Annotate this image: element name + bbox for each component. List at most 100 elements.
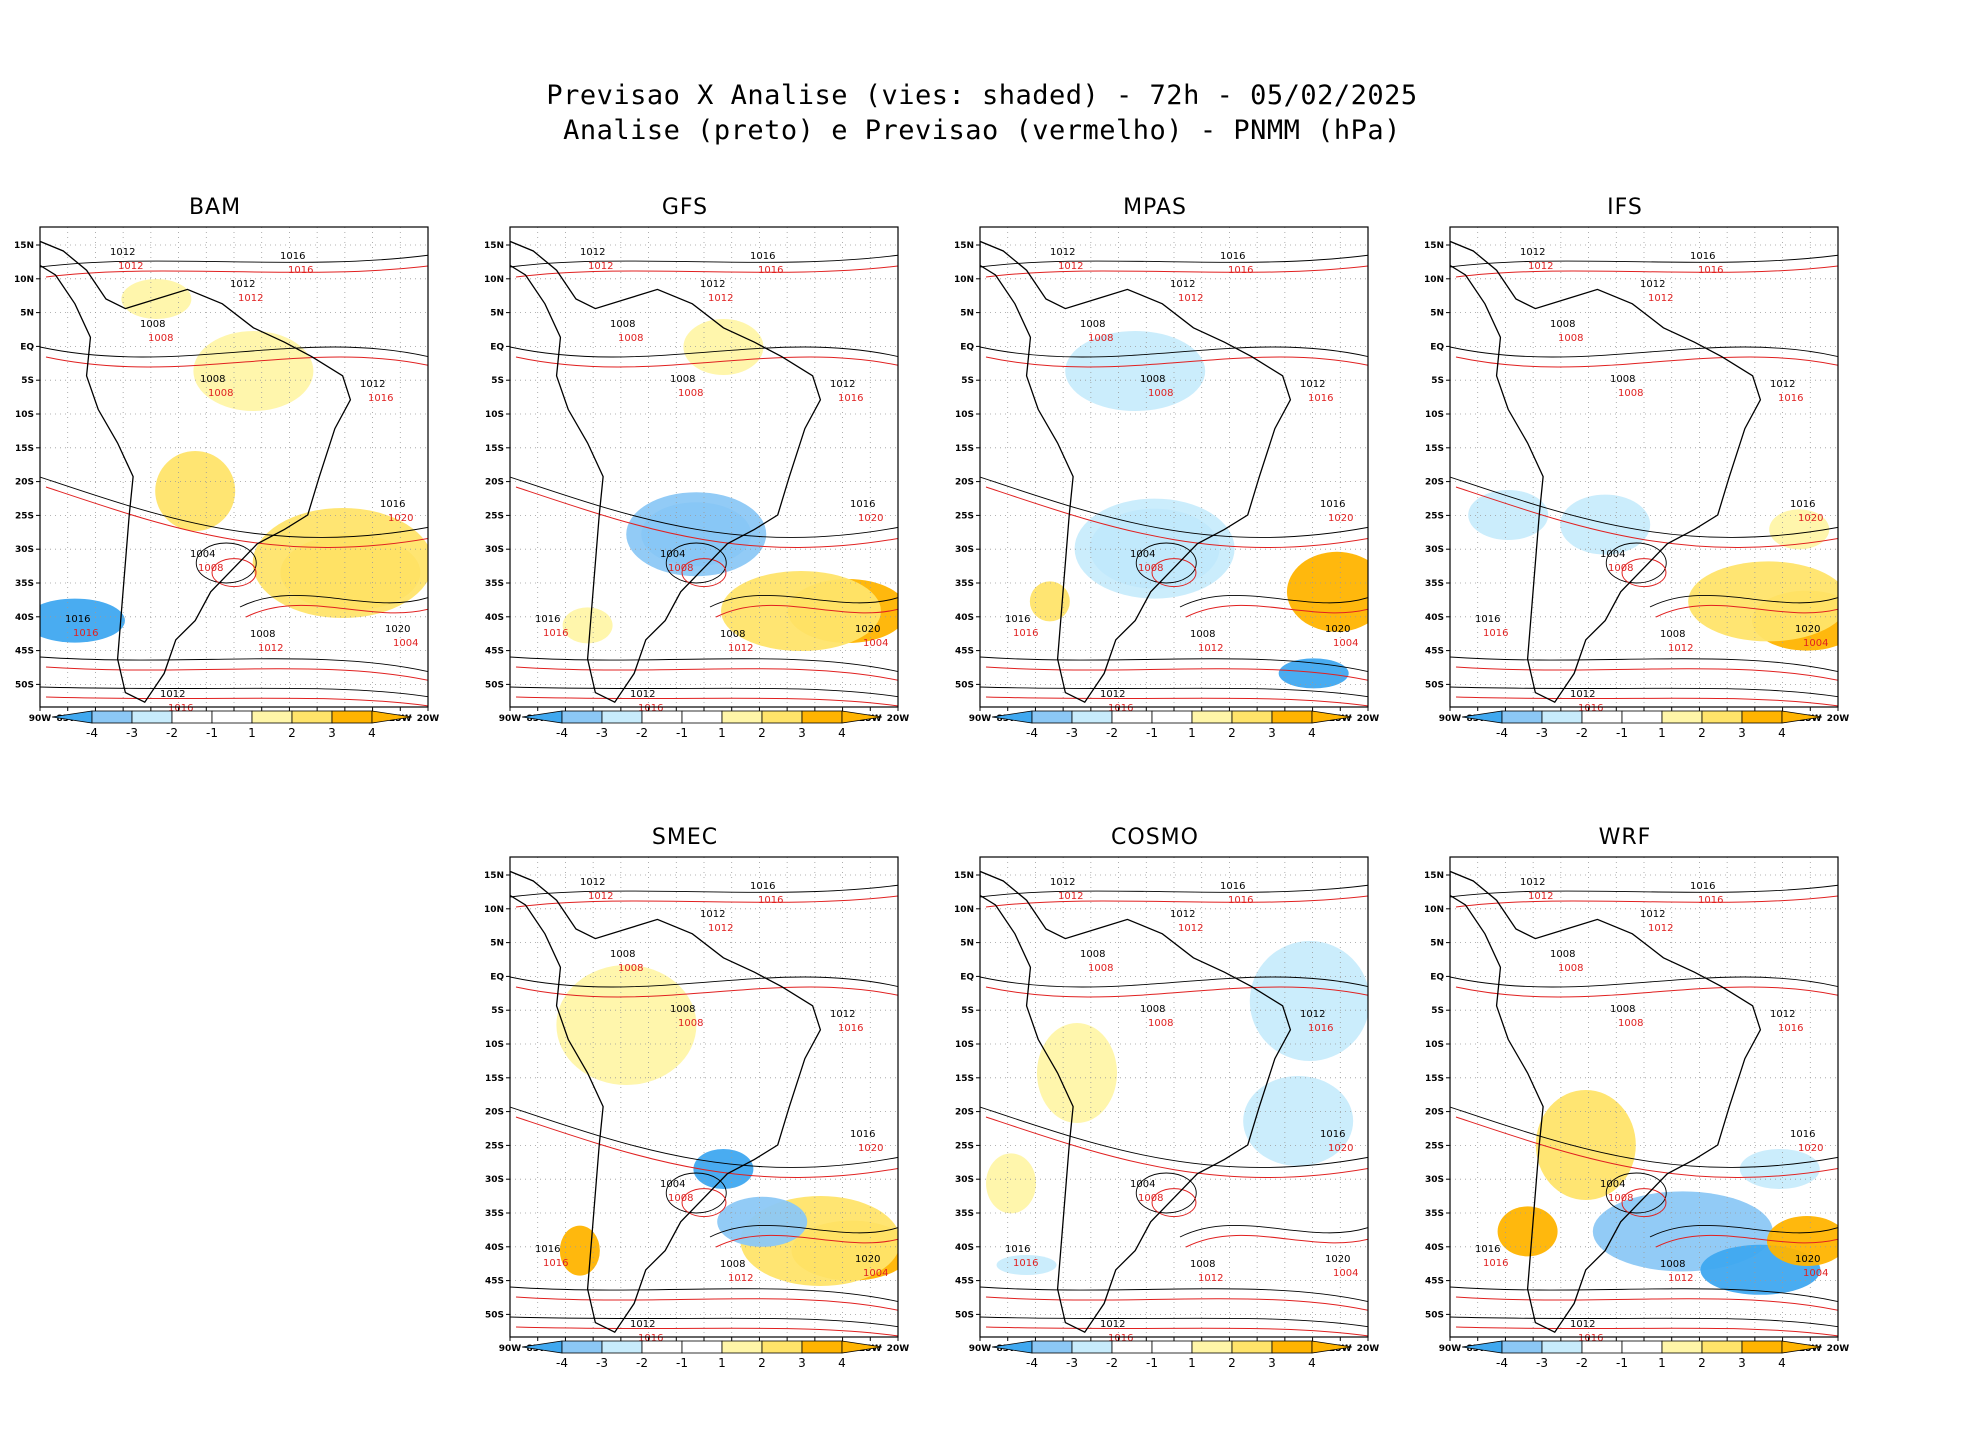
colorbar-label: 1	[248, 726, 256, 740]
lat-tick-label: 30S	[955, 545, 974, 555]
analysis-isobar-label: 1016	[750, 881, 775, 892]
colorbar: -4 -3 -2 -1 1 2 3 4	[51, 710, 413, 740]
forecast-isobar-label: 1020	[1328, 1143, 1353, 1154]
colorbar-label: -4	[1496, 726, 1508, 740]
colorbar-label: 4	[1778, 1356, 1786, 1370]
forecast-isobar-label: 1012	[588, 261, 613, 272]
forecast-isobar-label: 1012	[1058, 261, 1083, 272]
lat-tick-label: EQ	[490, 342, 504, 352]
forecast-isobar-label: 1012	[1528, 261, 1553, 272]
analysis-isobar-label: 1008	[200, 374, 225, 385]
colorbar-label: 2	[1698, 726, 1706, 740]
colorbar-segment	[1741, 710, 1783, 724]
panel-title: IFS	[1607, 195, 1643, 220]
bias-area	[193, 331, 314, 411]
lat-tick-label: 25S	[1425, 1141, 1444, 1151]
colorbar-segment	[991, 710, 1033, 724]
analysis-isobar-label: 1008	[610, 949, 635, 960]
colorbar-label: 2	[758, 726, 766, 740]
forecast-isobars	[515, 265, 898, 707]
forecast-isobar-label: 1008	[148, 333, 173, 344]
coastline	[1450, 240, 1762, 704]
lon-tick-label: 90W	[1439, 714, 1462, 724]
forecast-isobar-label: 1012	[728, 1273, 753, 1284]
colorbar-label: -3	[1066, 1356, 1078, 1370]
lat-tick-label: 25S	[955, 1141, 974, 1151]
lat-tick-label: 50S	[1425, 1310, 1444, 1320]
analysis-isobar-label: 1004	[1600, 1179, 1625, 1190]
lat-tick-label: 10S	[1425, 1040, 1444, 1050]
bias-map: 1012 1012 1016 1016 1012 1012 1008 1008 1008 1008…	[954, 226, 1379, 724]
analysis-isobar-label: 1016	[65, 614, 90, 625]
colorbar: -4 -3 -2 -1 1 2 3 4	[991, 1340, 1353, 1370]
analysis-isobar-label: 1012	[230, 279, 255, 290]
analysis-isobar-label: 1008	[1660, 629, 1685, 640]
lat-tick-label: 5N	[20, 309, 34, 319]
forecast-isobar-label: 1012	[1668, 643, 1693, 654]
colorbar-segment	[1621, 710, 1663, 724]
analysis-isobar-label: 1012	[1100, 1319, 1125, 1330]
lat-tick-label: 15N	[954, 241, 974, 251]
lat-tick-label: 35S	[15, 579, 34, 589]
lat-tick-label: EQ	[1430, 342, 1444, 352]
forecast-isobar-label: 1016	[1308, 1023, 1333, 1034]
colorbar-segment	[1661, 1340, 1703, 1354]
forecast-isobar-label: 1004	[393, 638, 418, 649]
bias-map: 1012 1012 1016 1016 1012 1012 1008 1008 1008 1008…	[1424, 856, 1849, 1354]
bias-area	[693, 1149, 754, 1189]
panel-gfs: GFS 1012 1012 1016 1016 1012 1012 1008 1008 1008 1…	[470, 195, 909, 755]
lat-tick-label: 35S	[955, 1209, 974, 1219]
forecast-isobar-label: 1016	[758, 265, 783, 276]
colorbar-label: -2	[636, 1356, 648, 1370]
forecast-isobar-label: 1008	[678, 1018, 703, 1029]
lat-tick-label: 15N	[954, 871, 974, 881]
colorbar-segment	[761, 710, 803, 724]
colorbar-label: 2	[1228, 726, 1236, 740]
forecast-isobar-label: 1016	[1228, 895, 1253, 906]
lat-tick-label: 45S	[955, 1277, 974, 1287]
analysis-isobars	[980, 254, 1368, 698]
forecast-isobar-label: 1012	[1178, 293, 1203, 304]
lon-tick-label: 90W	[969, 1344, 992, 1354]
analysis-isobar-label: 1020	[1795, 1254, 1820, 1265]
colorbar-segment	[1461, 710, 1503, 724]
analysis-isobar-label: 1008	[720, 629, 745, 640]
bias-area	[1560, 494, 1651, 555]
analysis-isobar-label: 1016	[1790, 499, 1815, 510]
colorbar-segment	[291, 710, 333, 724]
bias-area	[40, 598, 125, 643]
colorbar-label: -1	[1146, 726, 1158, 740]
colorbar-segment	[1111, 1340, 1153, 1354]
bias-area	[1739, 1149, 1820, 1189]
coastline	[510, 240, 822, 704]
colorbar-segment	[761, 1340, 803, 1354]
colorbar-segment	[1031, 1340, 1073, 1354]
coastline	[40, 240, 352, 704]
colorbar-segment	[1231, 1340, 1273, 1354]
lat-tick-label: 10S	[485, 410, 504, 420]
analysis-isobar-label: 1012	[1300, 379, 1325, 390]
analysis-isobar-label: 1012	[1640, 279, 1665, 290]
lat-tick-label: 45S	[15, 647, 34, 657]
forecast-isobar-label: 1008	[1138, 563, 1163, 574]
analysis-isobar-label: 1004	[1130, 1179, 1155, 1190]
colorbar-label: 3	[1268, 1356, 1276, 1370]
colorbar-segment	[841, 710, 883, 724]
lon-tick-label: 20W	[887, 1344, 910, 1354]
colorbar-segment	[1071, 1340, 1113, 1354]
lon-tick-label: 20W	[1357, 714, 1380, 724]
bias-area	[717, 1196, 808, 1247]
colorbar-segment	[1311, 710, 1353, 724]
colorbar-label: 4	[1778, 726, 1786, 740]
forecast-isobar-label: 1008	[618, 333, 643, 344]
bias-area	[1286, 551, 1368, 632]
colorbar-label: 3	[1268, 726, 1276, 740]
colorbar-label: -4	[1026, 1356, 1038, 1370]
lat-tick-label: EQ	[960, 972, 974, 982]
forecast-isobar-label: 1016	[1778, 1023, 1803, 1034]
forecast-isobar-label: 1020	[1798, 513, 1823, 524]
lon-tick-label: 20W	[887, 714, 910, 724]
colorbar-label: 3	[328, 726, 336, 740]
lat-tick-label: 40S	[1425, 613, 1444, 623]
figure-title: Previsao X Analise (vies: shaded) - 72h …	[546, 80, 1418, 111]
